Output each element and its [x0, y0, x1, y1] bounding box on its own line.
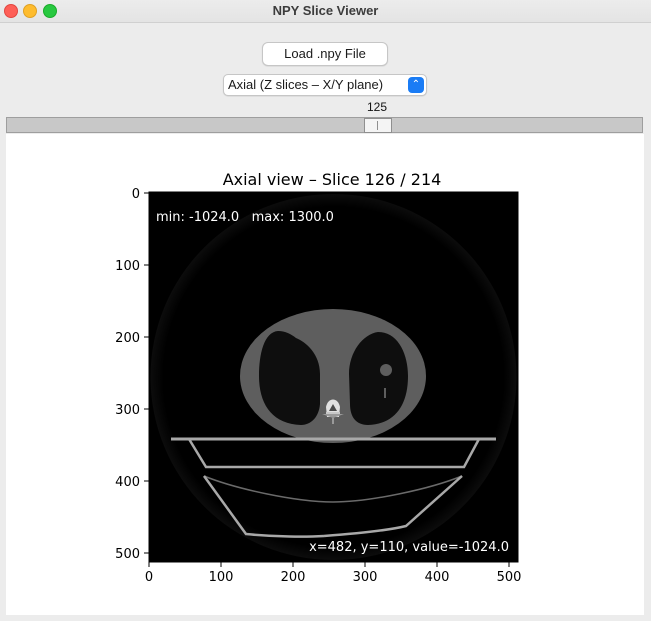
y-tick-label: 200	[115, 331, 140, 346]
slice-slider-value: 125	[366, 100, 388, 114]
x-tick-label: 200	[281, 570, 306, 585]
close-window-button[interactable]	[4, 4, 18, 18]
chevron-up-down-icon: ⌃	[408, 77, 424, 93]
minimize-window-button[interactable]	[23, 4, 37, 18]
view-select-value: Axial (Z slices – X/Y plane)	[228, 77, 384, 92]
plot-stats-label: min: -1024.0 max: 1300.0	[156, 210, 334, 225]
y-tick-label: 400	[115, 475, 140, 490]
plot-svg: Axial view – Slice 126 / 214 min: -1024.…	[115, 170, 522, 585]
ct-body-slice	[240, 309, 426, 443]
plot-title: Axial view – Slice 126 / 214	[223, 170, 442, 189]
slice-slider-track[interactable]	[6, 117, 643, 133]
x-tick-label: 500	[497, 570, 522, 585]
load-npy-button[interactable]: Load .npy File	[262, 42, 388, 66]
y-tick-label: 500	[115, 547, 140, 562]
y-tick-label: 300	[115, 403, 140, 418]
x-tick-label: 400	[425, 570, 450, 585]
view-select[interactable]: Axial (Z slices – X/Y plane) ⌃	[223, 74, 427, 96]
maximize-window-button[interactable]	[43, 4, 57, 18]
x-tick-label: 300	[353, 570, 378, 585]
title-bar: NPY Slice Viewer	[0, 0, 651, 23]
y-tick-label: 100	[115, 259, 140, 274]
plot-axes-frame	[148, 191, 519, 563]
y-axis: 0 100 200 300 400 500	[115, 187, 149, 562]
cursor-readout-label: x=482, y=110, value=-1024.0	[309, 540, 509, 555]
x-tick-label: 100	[209, 570, 234, 585]
y-tick-label: 0	[132, 187, 140, 202]
x-tick-label: 0	[145, 570, 153, 585]
window-title: NPY Slice Viewer	[272, 3, 379, 18]
slice-slider-thumb[interactable]	[364, 118, 392, 133]
scanner-table	[171, 437, 496, 538]
x-axis: 0 100 200 300 400 500	[145, 562, 522, 585]
plot-canvas[interactable]: Axial view – Slice 126 / 214 min: -1024.…	[6, 134, 644, 615]
